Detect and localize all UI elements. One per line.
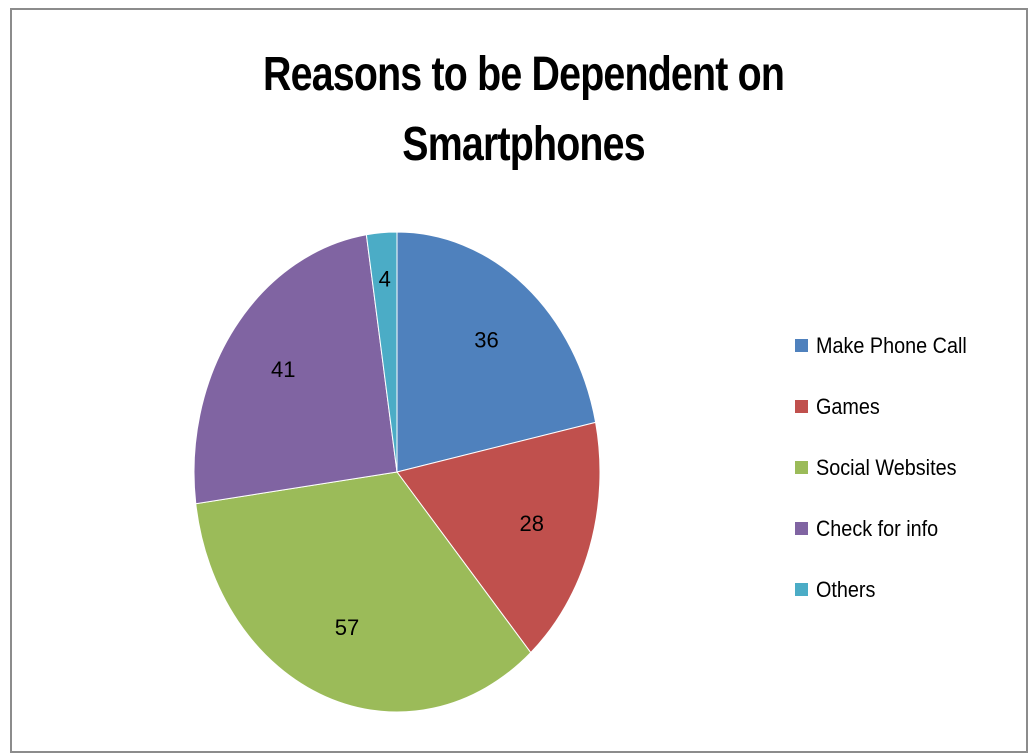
legend-label: Social Websites <box>816 454 957 480</box>
legend-swatch <box>795 583 808 596</box>
data-label-check-for-info: 41 <box>271 357 295 382</box>
pie-slice-games <box>396 421 601 654</box>
data-label-social-websites: 57 <box>335 615 359 640</box>
pie-data-labels: 36 28 57 41 4 <box>271 266 544 640</box>
legend-swatch <box>795 400 808 413</box>
legend-label: Check for info <box>816 515 939 541</box>
legend-swatch <box>795 339 808 352</box>
legend-label: Others <box>816 576 876 602</box>
legend-item-others: Others <box>795 574 984 605</box>
chart-title: Reasons to be Dependent on Smartphones <box>263 48 785 171</box>
data-label-make-phone-call: 36 <box>474 327 498 352</box>
legend-item-social-websites: Social Websites <box>795 452 984 483</box>
legend: Make Phone Call Games Social Websites Check… <box>795 330 984 635</box>
pie-slices <box>193 231 601 713</box>
pie-slice-others <box>365 231 398 473</box>
pie-slice-check-for-info <box>193 234 398 505</box>
data-label-games: 28 <box>520 511 544 536</box>
legend-swatch <box>795 522 808 535</box>
pie-slice-make-phone-call <box>396 231 597 473</box>
legend-label: Make Phone Call <box>816 332 967 358</box>
legend-swatch <box>795 461 808 474</box>
legend-item-check-for-info: Check for info <box>795 513 984 544</box>
legend-item-games: Games <box>795 391 984 422</box>
legend-label: Games <box>816 393 880 419</box>
legend-item-make-phone-call: Make Phone Call <box>795 330 984 361</box>
data-label-others: 4 <box>379 266 391 291</box>
pie-slice-social-websites <box>195 471 532 713</box>
